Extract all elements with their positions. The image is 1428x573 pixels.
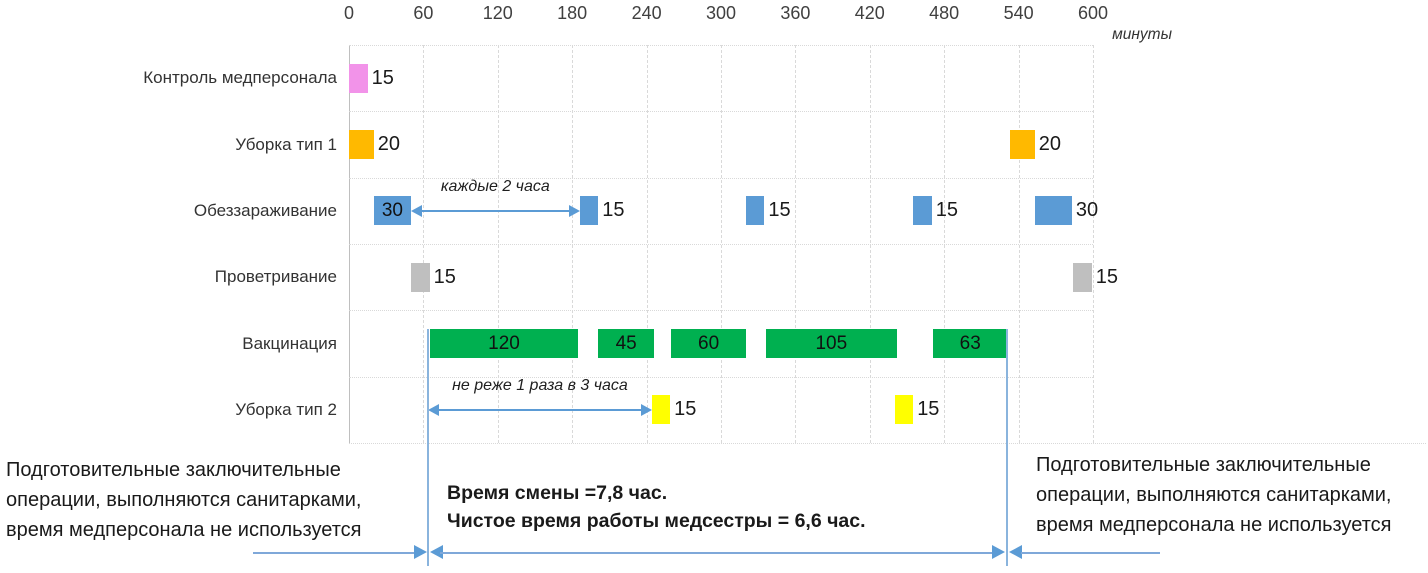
interval-arrow-line bbox=[420, 209, 571, 212]
gantt-bar: 60 bbox=[671, 329, 746, 358]
gantt-bar: 45 bbox=[598, 329, 655, 358]
gridline-horizontal bbox=[349, 244, 1093, 245]
interval-annotation: каждые 2 часа bbox=[440, 177, 550, 195]
arrowhead-left-icon bbox=[1009, 545, 1023, 559]
bar-value-label: 15 bbox=[433, 265, 456, 288]
gantt-bar: 63 bbox=[933, 329, 1008, 358]
right-note: Подготовительные заключительные операции… bbox=[1036, 450, 1428, 540]
arrowhead-left-icon bbox=[411, 204, 422, 217]
shift-summary: Время смены =7,8 час. Чистое время работ… bbox=[447, 479, 866, 535]
gridline-horizontal bbox=[349, 45, 1093, 46]
gridline-horizontal bbox=[349, 310, 1093, 312]
gantt-bar bbox=[913, 196, 932, 226]
bar-value-label: 15 bbox=[371, 66, 394, 89]
gantt-bar bbox=[894, 395, 914, 425]
arrowhead-right-icon bbox=[992, 545, 1006, 559]
gantt-bar bbox=[745, 196, 765, 226]
gantt-bar bbox=[411, 262, 430, 292]
left-note-line: Подготовительные заключительные bbox=[6, 459, 341, 481]
right-span-line bbox=[1021, 552, 1160, 554]
shift-time-text: Время смены =7,8 час. bbox=[447, 482, 668, 504]
axis-unit-label: минуты bbox=[1112, 26, 1172, 43]
row-label: Уборка тип 1 bbox=[235, 134, 337, 154]
bar-value-label: 15 bbox=[602, 199, 625, 222]
interval-arrow-line bbox=[437, 408, 643, 411]
axis-tick-label: 300 bbox=[705, 3, 737, 23]
gantt-bar bbox=[1034, 196, 1072, 226]
row-label: Уборка тип 2 bbox=[235, 399, 337, 419]
axis-tick-label: 120 bbox=[482, 3, 513, 23]
gantt-bar bbox=[1073, 262, 1092, 292]
gridline-vertical bbox=[1093, 45, 1094, 443]
row-label: Контроль медперсонала bbox=[143, 68, 337, 88]
row-label: Проветривание bbox=[214, 267, 337, 287]
interval-annotation: не реже 1 раза в 3 часа bbox=[452, 376, 628, 394]
gantt-bar bbox=[349, 63, 368, 93]
gantt-bar bbox=[349, 130, 374, 159]
left-span-line bbox=[253, 552, 417, 554]
row-label: Обеззараживание bbox=[193, 200, 337, 220]
axis-tick-label: 240 bbox=[631, 3, 662, 23]
bar-value-label: 30 bbox=[1075, 199, 1099, 222]
shift-span-line bbox=[440, 552, 996, 554]
arrowhead-right-icon bbox=[568, 204, 580, 217]
net-work-time-text: Чистое время работы медсестры = 6,6 час. bbox=[447, 510, 866, 532]
arrowhead-right-icon bbox=[640, 403, 652, 416]
shift-boundary-line bbox=[1006, 329, 1009, 566]
axis-tick-label: 360 bbox=[780, 3, 811, 23]
arrowhead-left-icon bbox=[430, 545, 444, 559]
right-note-line: время медперсонала не используется bbox=[1036, 514, 1392, 536]
axis-tick-label: 420 bbox=[854, 3, 885, 23]
bar-value-label: 15 bbox=[1095, 265, 1118, 288]
axis-tick-label: 540 bbox=[1003, 3, 1034, 23]
gantt-bar bbox=[1009, 130, 1035, 159]
gantt-bar: 30 bbox=[373, 196, 411, 226]
right-note-line: операции, выполняются санитарками, bbox=[1036, 484, 1392, 506]
gantt-bar: 120 bbox=[429, 329, 579, 358]
axis-tick-label: 480 bbox=[929, 3, 960, 23]
gantt-bar: 105 bbox=[765, 329, 898, 358]
shift-boundary-line bbox=[427, 329, 430, 566]
axis-tick-label: 180 bbox=[557, 3, 588, 23]
bar-value-label: 15 bbox=[768, 199, 791, 222]
arrowhead-left-icon bbox=[428, 403, 440, 416]
left-note-line: операции, выполняются санитарками, bbox=[6, 489, 362, 511]
bar-value-label: 15 bbox=[917, 398, 940, 421]
axis-tick-label: 600 bbox=[1077, 3, 1109, 23]
gridline-horizontal bbox=[349, 376, 1093, 378]
right-note-line: Подготовительные заключительные bbox=[1036, 454, 1371, 476]
arrowhead-right-icon bbox=[414, 545, 428, 559]
bar-value-label: 20 bbox=[377, 133, 401, 155]
gantt-bar bbox=[651, 395, 671, 425]
left-note: Подготовительные заключительные операции… bbox=[6, 455, 446, 545]
gridline-horizontal bbox=[349, 111, 1093, 113]
bar-value-label: 20 bbox=[1038, 133, 1061, 155]
left-note-line: время медперсонала не используется bbox=[6, 519, 362, 541]
axis-tick-label: 60 bbox=[413, 3, 434, 23]
row-label: Вакцинация bbox=[242, 333, 337, 353]
gridline-horizontal bbox=[349, 177, 1093, 179]
gantt-bar bbox=[579, 196, 599, 226]
gridline-horizontal bbox=[349, 443, 1426, 444]
bar-value-label: 15 bbox=[674, 398, 697, 421]
axis-tick-label: 0 bbox=[343, 3, 354, 23]
bar-value-label: 15 bbox=[935, 199, 959, 222]
